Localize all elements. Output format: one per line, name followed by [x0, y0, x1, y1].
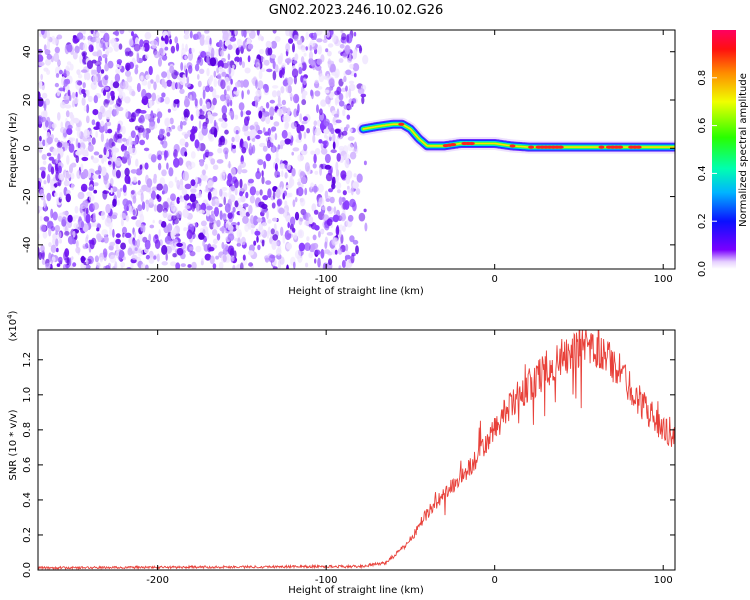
y-tick-label: 0.8	[22, 422, 33, 438]
colorbar-tick-label: 0.8	[697, 70, 708, 86]
y-tick-label: 0.4	[22, 492, 33, 508]
track-peak	[450, 143, 457, 147]
colorbar-tick-label: 0.2	[697, 213, 708, 229]
x-tick-label: 0	[491, 575, 497, 586]
track-peak	[557, 145, 564, 149]
track-peak	[528, 145, 535, 149]
colorbar-tick-label: 0.0	[697, 261, 708, 277]
track-peak	[617, 145, 624, 149]
spectrogram-noise	[38, 30, 369, 269]
spectrogram-x-ticks: -200 -100 0 100	[146, 30, 673, 285]
snr-x-ticks: -200 -100 0 100	[146, 330, 673, 586]
y-tick-label: 0.0	[22, 562, 33, 578]
y-tick-label: 0.6	[22, 457, 33, 473]
track-peak	[468, 141, 475, 146]
snr-x-label: Height of straight line (km)	[288, 585, 424, 596]
track-peak	[509, 144, 516, 148]
track-peak	[598, 145, 605, 149]
y-tick-label: 1.2	[22, 352, 33, 368]
spectrogram-frame	[37, 29, 676, 270]
track-peak	[398, 122, 405, 126]
colorbar-ticks: 0.0 0.2 0.4 0.6 0.8	[697, 70, 717, 277]
colorbar-gradient	[712, 30, 736, 269]
x-tick-label: -200	[146, 274, 169, 285]
colorbar: 0.0 0.2 0.4 0.6 0.8 Normalized spectral ampl…	[697, 30, 749, 277]
figure-title: GN02.2023.246.10.02.G26	[269, 3, 444, 18]
x-tick-label: -200	[146, 575, 169, 586]
y-tick-label: 20	[22, 94, 33, 107]
colorbar-tick-label: 0.4	[697, 165, 708, 181]
y-tick-label: 0	[22, 145, 33, 151]
snr-series-line	[38, 330, 675, 570]
snr-y-label: SNR (10 * v/v)	[8, 409, 19, 480]
snr-frame	[37, 329, 676, 571]
y-tick-label: -20	[22, 188, 33, 204]
x-tick-label: 0	[491, 274, 497, 285]
svg-text:(x104): (x104)	[6, 310, 19, 341]
y-tick-label: 0.2	[22, 527, 33, 543]
spectrogram-y-ticks: -40 -20 0 20 40	[22, 45, 675, 253]
x-tick-label: -100	[315, 575, 338, 586]
snr-panel: -200 -100 0 100 0.0 0.2 0.4 0.6 0.8 1.0 1.2 Heigh…	[6, 310, 676, 596]
colorbar-tick-label: 0.6	[697, 118, 708, 134]
spectrogram-y-label: Frequency (Hz)	[8, 112, 19, 188]
y-tick-label: -40	[22, 237, 33, 253]
spectrogram-x-label: Height of straight line (km)	[288, 286, 424, 297]
spectrogram-track	[356, 117, 675, 154]
snr-scale-note: (x104)	[6, 310, 19, 341]
snr-y-ticks: 0.0 0.2 0.4 0.6 0.8 1.0 1.2	[22, 352, 675, 578]
track-peak	[635, 145, 642, 149]
y-tick-label: 1.0	[22, 387, 33, 403]
colorbar-label: Normalized spectral amplitude	[738, 73, 749, 227]
x-tick-label: 100	[654, 575, 673, 586]
y-tick-label: 40	[22, 45, 33, 58]
x-tick-label: 100	[654, 274, 673, 285]
x-tick-label: -100	[315, 274, 338, 285]
